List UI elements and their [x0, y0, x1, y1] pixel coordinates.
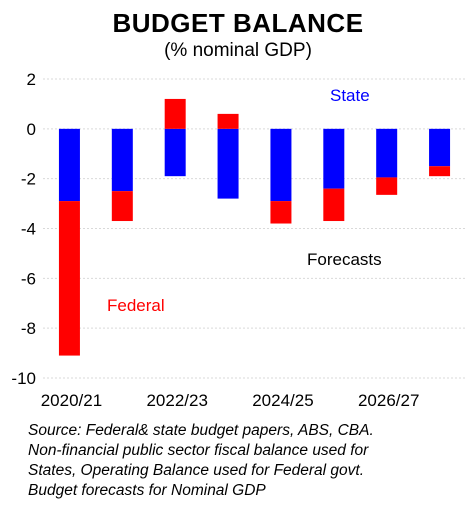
bar-federal — [376, 177, 398, 195]
x-tick-label: 2022/23 — [146, 391, 207, 410]
bar-federal — [323, 188, 345, 222]
bar-federal — [270, 201, 292, 224]
y-tick-label: -6 — [21, 269, 36, 288]
source-line: Source: Federal& state budget papers, AB… — [28, 422, 374, 439]
source-line: Non-financial public sector fiscal balan… — [28, 442, 369, 459]
chart-subtitle: (% nominal GDP) — [164, 40, 312, 61]
budget-balance-chart: 2 0 -2 -4 -6 -8 -10 2020/21 2022/23 2024/25 2026/2… — [11, 70, 466, 410]
state-series-label: State — [330, 86, 370, 105]
y-tick-label: -2 — [21, 170, 36, 189]
forecasts-annotation: Forecasts — [307, 250, 382, 269]
bar-state — [58, 128, 80, 202]
bar-state — [376, 128, 398, 178]
bars — [58, 98, 451, 356]
bar-state — [323, 128, 345, 189]
bar-state — [429, 128, 451, 167]
federal-series-label: Federal — [107, 296, 165, 315]
y-tick-label: -8 — [21, 319, 36, 338]
y-tick-label: 2 — [27, 70, 36, 89]
x-tick-label: 2026/27 — [358, 391, 419, 410]
bar-federal — [58, 201, 80, 356]
axes: 2 0 -2 -4 -6 -8 -10 2020/21 2022/23 2024/25 2026/2… — [11, 70, 419, 410]
gridlines — [43, 78, 466, 379]
x-tick-label: 2024/25 — [252, 391, 313, 410]
bar-federal — [429, 166, 451, 177]
bar-state — [111, 128, 133, 192]
y-tick-label: -4 — [21, 220, 36, 239]
source-line: States, Operating Balance used for Feder… — [28, 462, 365, 479]
source-line: Budget forecasts for Nominal GDP — [28, 482, 266, 499]
x-tick-label: 2020/21 — [41, 391, 102, 410]
bar-federal — [111, 191, 133, 222]
bar-state — [164, 128, 186, 177]
bar-federal — [217, 113, 239, 129]
y-tick-label: 0 — [27, 120, 36, 139]
bar-federal — [164, 98, 186, 129]
chart-title: BUDGET BALANCE — [112, 8, 364, 38]
source-note: Source: Federal& state budget papers, AB… — [28, 421, 468, 501]
y-tick-label: -10 — [11, 369, 36, 388]
bar-state — [270, 128, 292, 202]
bar-state — [217, 128, 239, 199]
